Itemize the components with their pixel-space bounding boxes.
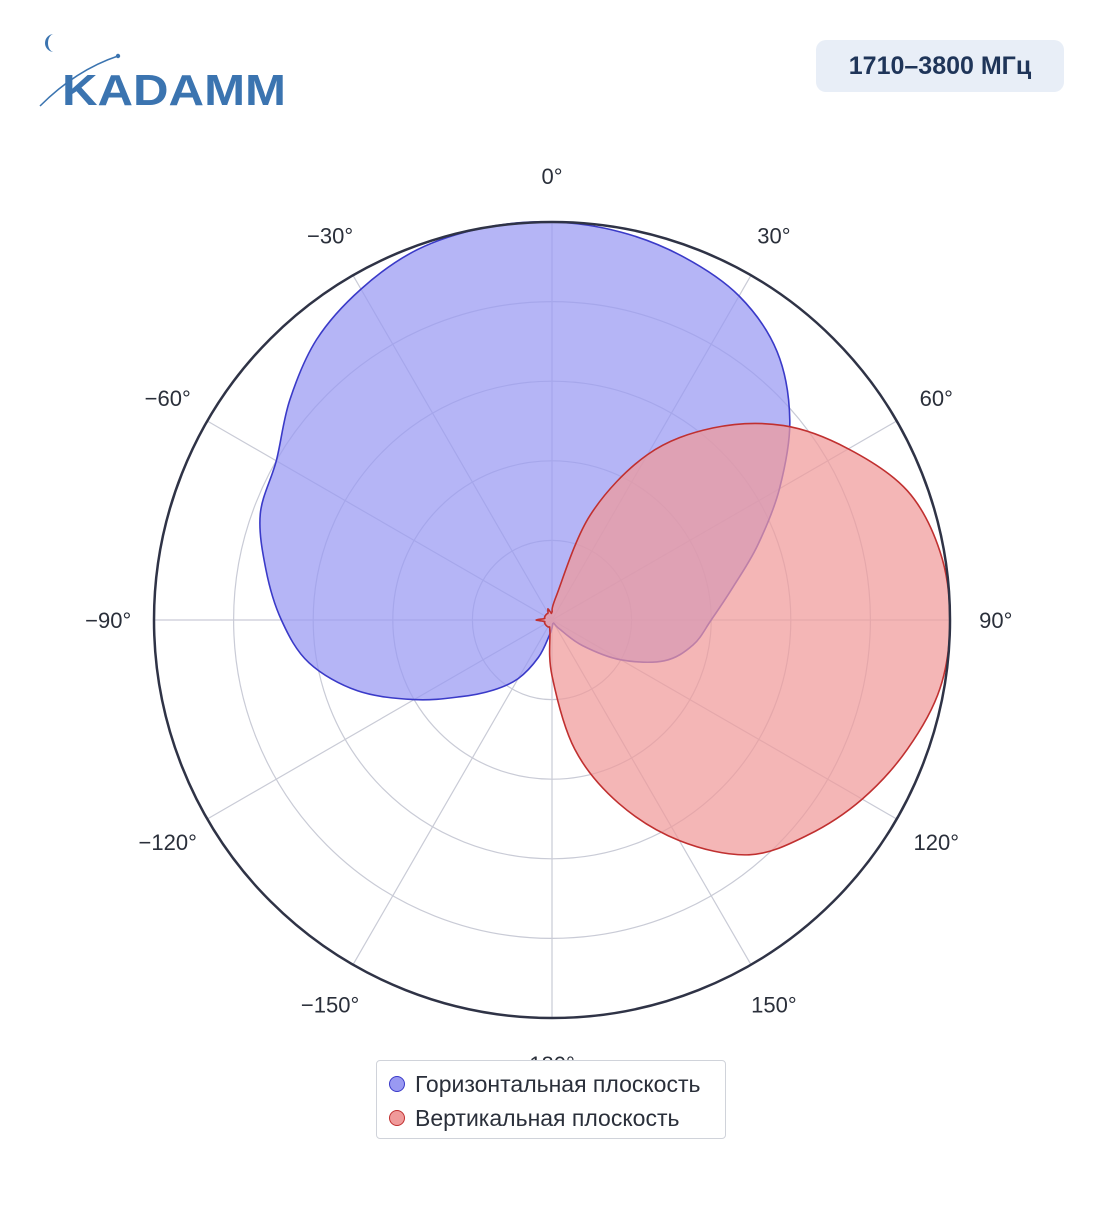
legend-marker bbox=[389, 1076, 405, 1092]
angular-tick-label: −60° bbox=[145, 386, 191, 411]
angular-tick-label: 0° bbox=[541, 164, 562, 189]
series-2-area bbox=[535, 422, 951, 856]
kadamm-logo: KADAMM bbox=[36, 34, 292, 115]
legend-item-1: Горизонтальная плоскость bbox=[389, 1067, 713, 1101]
angular-ticks: 0° 30° 60° 90° 120° 150° 180° −150° −120° −90° −60… bbox=[85, 164, 1012, 1060]
angular-tick-label: 150° bbox=[751, 992, 797, 1017]
angular-tick-label: 120° bbox=[914, 830, 960, 855]
legend: Горизонтальная плоскость Вертикальная пло… bbox=[376, 1060, 726, 1139]
polar-frame bbox=[152, 220, 952, 1020]
angular-tick-label: −150° bbox=[301, 992, 359, 1017]
legend-label: Горизонтальная плоскость bbox=[415, 1070, 701, 1097]
legend-marker bbox=[389, 1110, 405, 1126]
legend-label: Вертикальная плоскость bbox=[415, 1104, 680, 1131]
logo-text: KADAMM bbox=[62, 66, 286, 114]
angular-tick-label: 90° bbox=[979, 608, 1012, 633]
series-layer bbox=[259, 221, 951, 856]
frequency-badge-text: 1710–3800 МГц bbox=[848, 51, 1032, 80]
angular-tick-label: −120° bbox=[139, 830, 197, 855]
outer-circle bbox=[152, 220, 952, 1020]
angular-tick-label: 30° bbox=[757, 224, 790, 249]
kadamm-logo-icon: KADAMM bbox=[39, 34, 286, 115]
legend-item-2: Вертикальная плоскость bbox=[389, 1101, 713, 1135]
angular-tick-label: 180° bbox=[529, 1052, 575, 1060]
angular-tick-label: 60° bbox=[920, 386, 953, 411]
frequency-badge: 1710–3800 МГц bbox=[816, 40, 1064, 92]
angular-tick-label: −90° bbox=[85, 608, 131, 633]
polar-chart: 0° 30° 60° 90° 120° 150° 180° −150° −120° −90° −60… bbox=[85, 164, 1012, 1060]
angular-tick-label: −30° bbox=[307, 224, 353, 249]
